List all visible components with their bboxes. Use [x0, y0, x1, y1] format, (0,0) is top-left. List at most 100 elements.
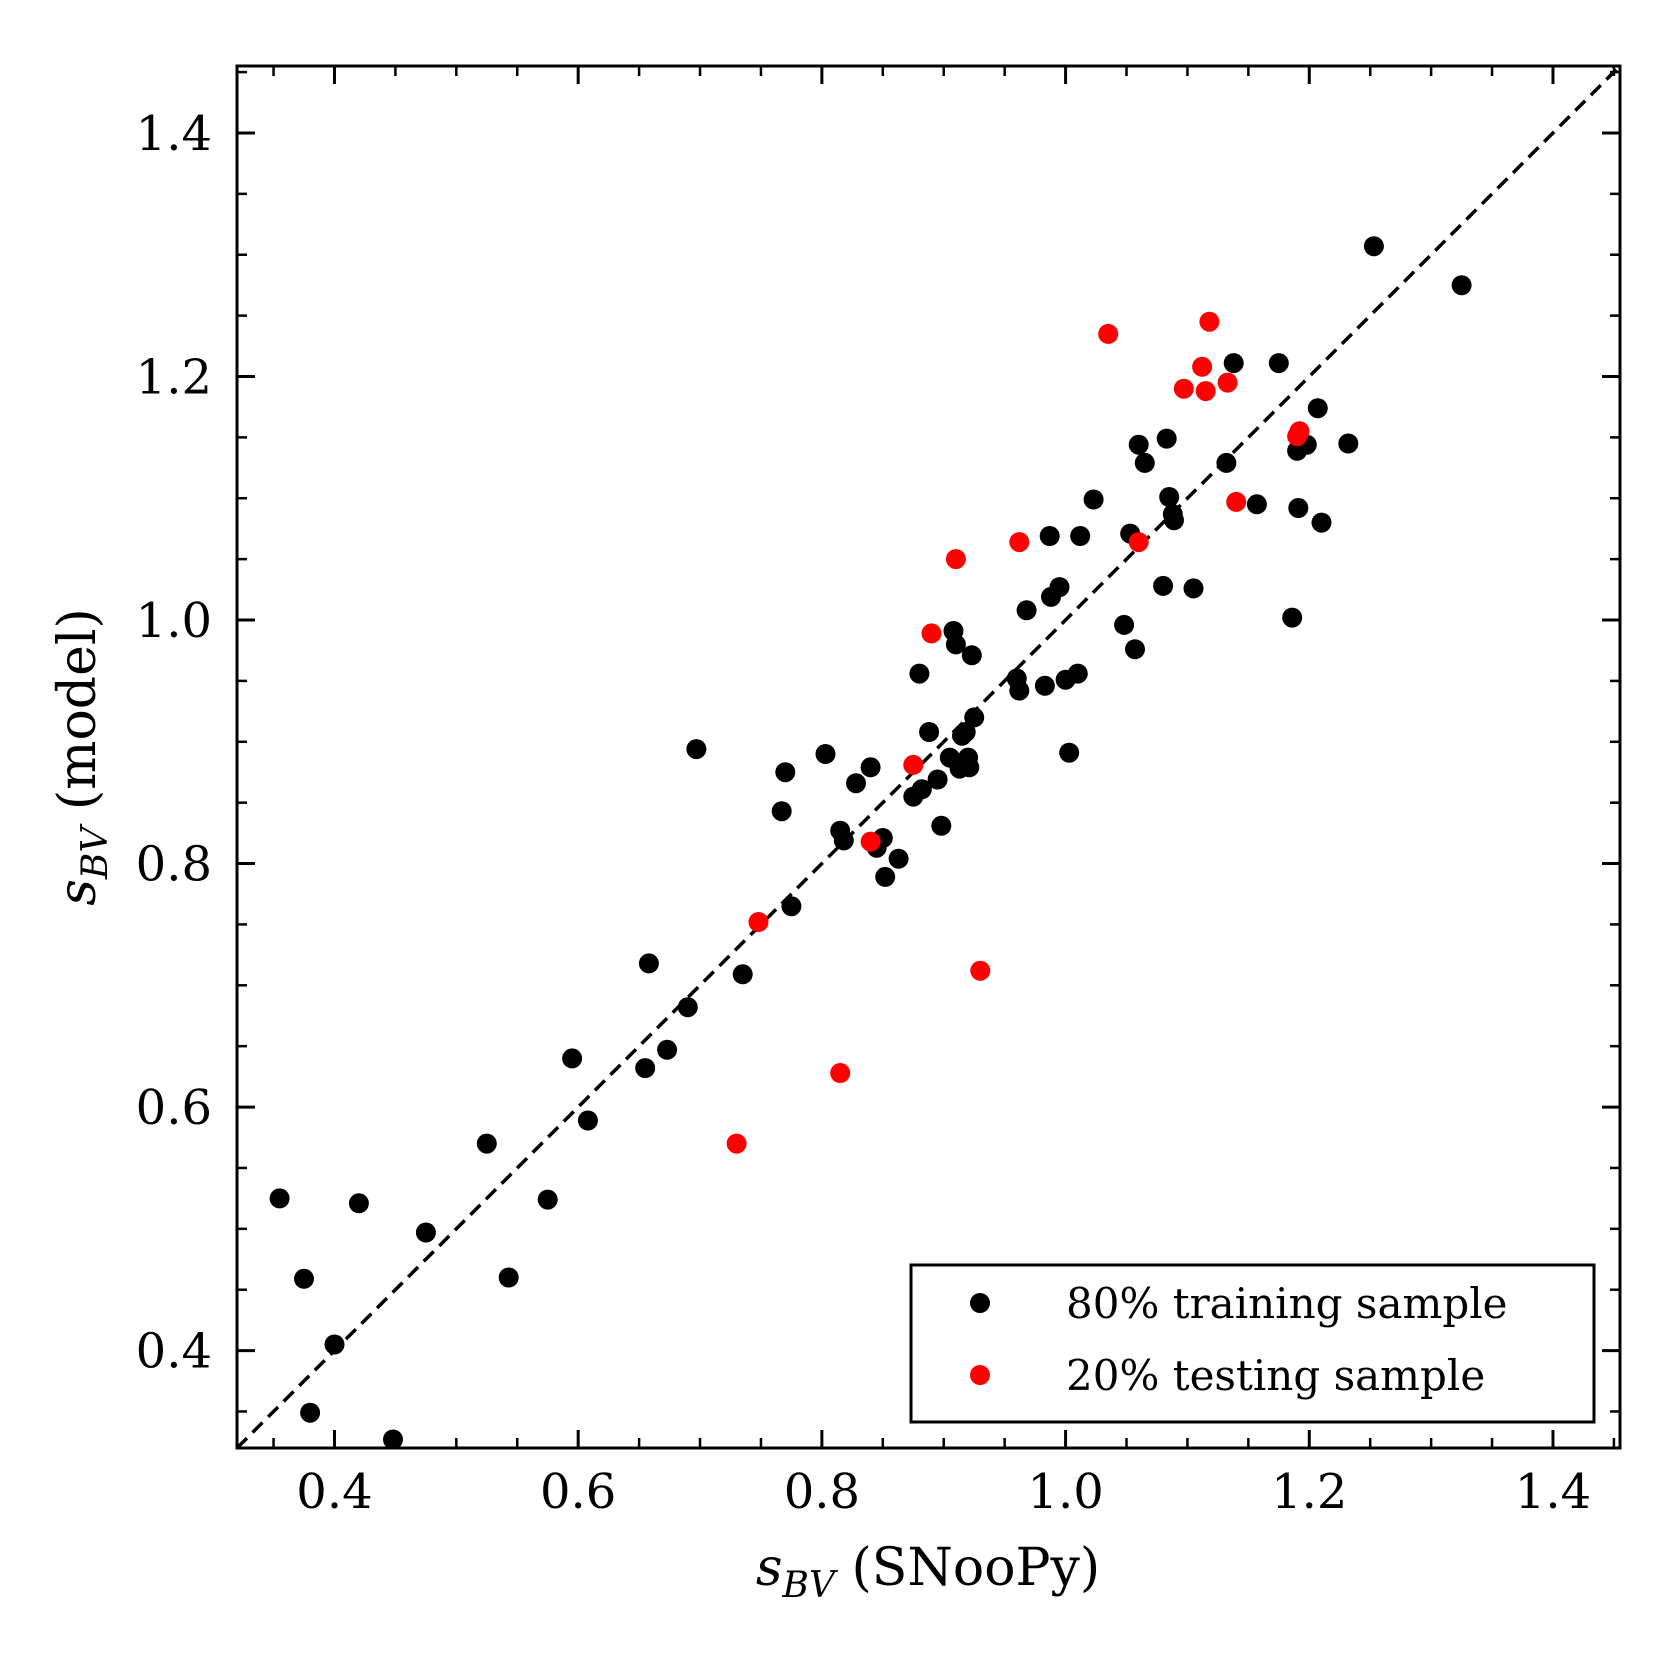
training-point-62	[1134, 452, 1155, 473]
training-point-15	[677, 997, 698, 1018]
training-point-3	[324, 1334, 345, 1355]
points-layer	[269, 236, 1472, 1450]
testing-point-7	[970, 960, 991, 981]
training-point-52	[1049, 577, 1070, 598]
testing-point-11	[1173, 378, 1194, 399]
training-point-61	[1128, 434, 1149, 455]
training-point-28	[875, 866, 896, 887]
legend: 80% training sample 20% testing sample	[909, 1263, 1596, 1424]
testing-point-10	[1128, 532, 1149, 553]
training-point-71	[1246, 494, 1267, 515]
training-point-31	[909, 663, 930, 684]
training-point-1	[294, 1268, 314, 1289]
training-point-79	[1338, 433, 1359, 454]
training-point-81	[1451, 275, 1472, 296]
training-point-11	[577, 1110, 598, 1131]
testing-point-1	[748, 912, 769, 932]
x-axis-label: sBV (SNooPy)	[756, 1538, 1100, 1606]
training-point-17	[732, 964, 753, 985]
testing-point-18	[1289, 421, 1310, 442]
training-point-38	[945, 634, 966, 655]
training-point-44	[961, 645, 982, 666]
testing-point-14	[1199, 311, 1220, 332]
x-tick-label: 0.4	[296, 1464, 372, 1520]
training-point-58	[1114, 614, 1135, 635]
training-point-19	[775, 762, 796, 783]
legend-label-training: 80% training sample	[1066, 1279, 1508, 1328]
training-point-34	[927, 769, 948, 790]
training-point-80	[1363, 236, 1384, 257]
training-point-7	[476, 1133, 497, 1154]
training-point-29	[888, 848, 909, 869]
testing-point-2	[830, 1063, 851, 1083]
y-tick-label: 0.4	[136, 1324, 212, 1380]
training-point-20	[781, 896, 802, 917]
testing-point-15	[1217, 372, 1238, 393]
training-point-78	[1311, 512, 1332, 533]
legend-marker-testing	[970, 1365, 990, 1385]
training-point-4	[348, 1193, 369, 1214]
x-tick-label: 0.8	[784, 1464, 860, 1520]
legend-box	[909, 1263, 1596, 1424]
training-point-48	[1016, 600, 1037, 621]
y-tick-label: 0.6	[136, 1080, 212, 1136]
training-point-56	[1070, 526, 1091, 546]
training-point-24	[846, 773, 866, 794]
training-point-13	[638, 953, 659, 974]
testing-point-3	[860, 831, 881, 852]
training-point-21	[815, 744, 836, 764]
legend-label-testing: 20% testing sample	[1066, 1351, 1485, 1400]
y-tick-label: 1.4	[136, 106, 212, 162]
training-point-14	[657, 1039, 678, 1060]
x-tick-label: 1.4	[1515, 1464, 1591, 1520]
training-point-32	[911, 779, 932, 800]
training-point-5	[383, 1429, 403, 1450]
training-point-12	[635, 1058, 656, 1079]
training-point-2	[300, 1402, 321, 1423]
testing-point-16	[1226, 491, 1247, 512]
x-axis-label-sub: BV	[782, 1565, 839, 1606]
testing-point-9	[1098, 323, 1119, 344]
x-axis-label-var: s	[756, 1538, 783, 1598]
x-tick-label: 0.6	[540, 1464, 616, 1520]
y-axis-label-var: s	[48, 879, 108, 906]
training-point-10	[562, 1048, 583, 1069]
training-point-9	[537, 1189, 558, 1210]
training-point-6	[415, 1222, 436, 1243]
training-point-55	[1067, 663, 1088, 684]
training-point-69	[1216, 452, 1237, 473]
training-point-18	[771, 801, 792, 822]
legend-marker-training	[970, 1293, 990, 1313]
training-point-73	[1282, 607, 1303, 628]
training-point-50	[1039, 526, 1060, 546]
training-point-63	[1153, 575, 1174, 596]
ticks-layer: 0.4 0.6 0.8 1.0 1.2 1.4 0.4 0.6 0.8 1.0 1.2 1.4	[136, 66, 1620, 1520]
x-tick-label: 1.2	[1271, 1464, 1347, 1520]
training-point-60	[1125, 639, 1145, 660]
x-tick-label: 1.0	[1027, 1464, 1103, 1520]
testing-point-12	[1192, 356, 1213, 377]
training-point-43	[959, 757, 980, 778]
training-point-47	[1009, 680, 1030, 701]
training-point-68	[1183, 578, 1204, 599]
plot-frame	[235, 64, 1622, 1450]
reference-line-layer	[235, 64, 1622, 1450]
training-point-54	[1059, 742, 1080, 763]
training-point-65	[1159, 487, 1180, 507]
testing-point-13	[1195, 381, 1216, 402]
testing-point-6	[945, 549, 966, 570]
training-point-16	[686, 739, 707, 760]
training-point-64	[1156, 428, 1177, 449]
training-point-67	[1164, 510, 1184, 531]
y-tick-label: 0.8	[136, 837, 212, 893]
y-tick-label: 1.0	[136, 593, 212, 649]
training-point-77	[1307, 398, 1328, 419]
testing-point-8	[1009, 532, 1030, 553]
training-point-25	[860, 757, 881, 778]
y-axis-label-rest: (model)	[48, 608, 108, 826]
training-point-35	[931, 815, 952, 836]
y-axis-label: sBV (model)	[48, 608, 116, 906]
training-point-0	[269, 1188, 290, 1209]
training-point-72	[1268, 353, 1289, 374]
